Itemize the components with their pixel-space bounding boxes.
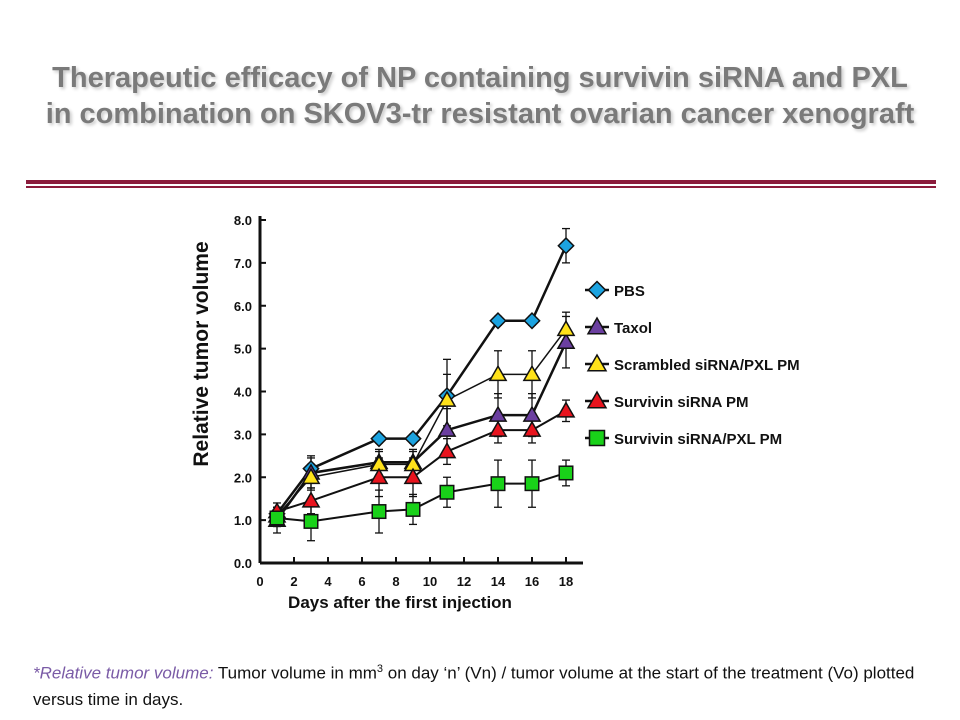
data-point [403, 467, 423, 485]
x-tick-label: 8 [392, 574, 399, 589]
chart-series-lines [275, 245, 568, 523]
footnote-term: *Relative tumor volume: [33, 663, 214, 683]
data-point [301, 491, 321, 508]
data-point [404, 429, 422, 448]
data-point [556, 332, 576, 350]
data-point [437, 441, 457, 459]
data-point [405, 501, 421, 517]
x-tick-label: 18 [559, 574, 573, 589]
data-point [556, 319, 576, 337]
y-tick-label: 6.0 [234, 299, 252, 314]
series-line [275, 341, 568, 521]
data-point [439, 484, 455, 500]
legend-marker [586, 390, 608, 409]
data-point [556, 401, 576, 418]
title-divider-thin [26, 186, 936, 188]
footnote-superscript: 3 [376, 663, 384, 675]
y-tick-label: 4.0 [234, 385, 252, 400]
y-tick-label: 2.0 [234, 470, 252, 485]
footnote-text-a: Tumor volume in mm [213, 663, 377, 683]
tumor-volume-chart: 0.0 1.0 2.0 3.0 4.0 5.0 6.0 7.0 8.0 0 2 4 6 8 10 12 14 16… [190, 213, 800, 612]
data-point [557, 237, 575, 255]
y-tick-label: 1.0 [234, 513, 252, 528]
data-point [269, 510, 285, 526]
series-line [276, 245, 568, 515]
data-point [558, 465, 574, 481]
y-tick-label: 0.0 [234, 556, 252, 571]
x-tick-label: 12 [457, 574, 471, 589]
legend-label: Survivin siRNA PM [614, 394, 748, 411]
legend-marker [586, 316, 608, 335]
legend-label: PBS [614, 283, 645, 300]
legend-marker [588, 429, 606, 447]
data-point [488, 364, 508, 382]
x-tick-label: 14 [491, 574, 506, 589]
data-point [303, 513, 319, 529]
y-tick-label: 5.0 [234, 342, 252, 357]
x-tick-label: 10 [423, 574, 437, 589]
x-tick-label: 6 [358, 574, 365, 589]
legend-marker [587, 280, 607, 300]
x-axis-title: Days after the first injection [288, 593, 512, 612]
y-axis-title: Relative tumor volume [190, 241, 213, 466]
data-point [301, 467, 321, 485]
x-tick-label: 4 [324, 574, 332, 589]
data-point [370, 429, 388, 448]
data-point [488, 420, 508, 437]
data-point [522, 364, 542, 382]
slide-title: Therapeutic efficacy of NP containing su… [20, 60, 940, 132]
data-point [523, 312, 541, 330]
chart-axes: 0.0 1.0 2.0 3.0 4.0 5.0 6.0 7.0 8.0 0 2 4 6 8 10 12 14 16… [234, 213, 583, 589]
x-tick-label: 0 [256, 574, 263, 589]
series-line [276, 409, 567, 513]
data-point [490, 476, 506, 492]
chart-error-bars [273, 227, 570, 542]
chart-legend: PBS Taxol Scrambled siRNA/PXL PM Survivin s… [585, 280, 800, 448]
data-point [437, 390, 457, 407]
footnote: *Relative tumor volume: Tumor volume in … [33, 656, 943, 713]
chart-markers [267, 237, 576, 529]
title-divider [26, 180, 936, 184]
legend-marker [586, 353, 608, 372]
y-tick-label: 7.0 [234, 256, 252, 271]
slide-title-line1: Therapeutic efficacy of NP containing su… [52, 62, 908, 94]
data-point [522, 420, 542, 437]
x-tick-label: 16 [525, 574, 539, 589]
legend-label: Survivin siRNA/PXL PM [614, 431, 782, 448]
series-line [276, 328, 567, 517]
data-point [369, 467, 389, 485]
data-point [524, 476, 540, 492]
y-tick-label: 3.0 [234, 427, 252, 442]
footnote-text-b: on day ‘n’ (Vn) / tumor volume at the st… [33, 663, 915, 709]
legend-label: Scrambled siRNA/PXL PM [614, 357, 800, 374]
data-point [489, 312, 507, 330]
data-point [371, 504, 387, 520]
legend-label: Taxol [614, 320, 652, 337]
x-tick-label: 2 [290, 574, 297, 589]
slide-title-line2: in combination on SKOV3-tr resistant ova… [45, 98, 915, 130]
y-tick-label: 8.0 [234, 213, 252, 228]
data-point [437, 420, 457, 437]
